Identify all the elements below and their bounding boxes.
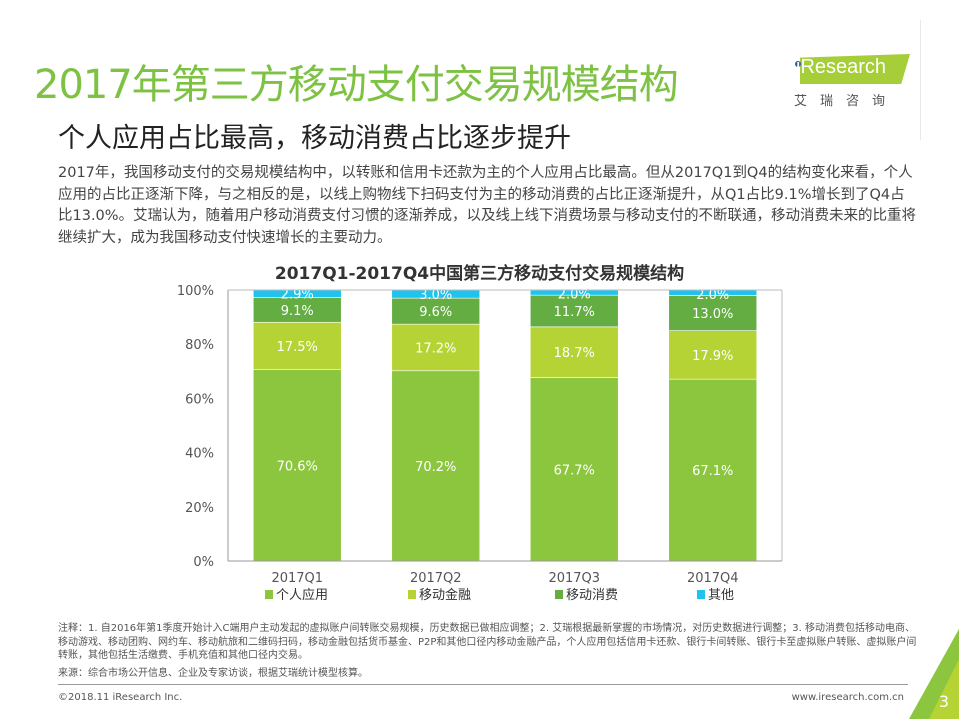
y-tick-label: 40% [185,447,214,462]
logo-word: iResearch [796,56,887,78]
bar-segment [529,377,619,562]
data-label: 2.0% [696,288,729,303]
data-label: 11.7% [554,305,595,320]
y-tick-label: 60% [185,392,214,407]
bar-segment [252,321,342,370]
logo-dot [795,61,801,67]
bar-segment [529,294,619,328]
copyright: ©2018.11 iResearch Inc. [58,692,183,703]
data-label: 2.9% [281,288,314,303]
footer-divider [58,684,908,685]
data-label: 9.6% [419,305,452,320]
legend-label: 移动消费 [566,588,618,603]
x-tick-label: 2017Q2 [410,571,462,586]
data-label: 70.6% [277,459,318,474]
iresearch-logo: iResearch 艾瑞咨询 [792,50,912,110]
legend-label: 移动金融 [419,587,471,603]
legend-label: 其他 [708,588,734,603]
data-label: 17.2% [415,341,456,356]
x-tick-label: 2017Q3 [548,571,600,586]
y-tick-label: 20% [185,501,214,516]
chart-title: 2017Q1-2017Q4中国第三方移动支付交易规模结构 [274,264,685,284]
data-label: 18.7% [554,346,595,361]
y-tick-label: 0% [193,555,214,570]
data-label: 70.2% [415,460,456,475]
legend-swatch [697,590,705,599]
data-label: 67.1% [692,464,733,479]
legend-swatch [555,590,563,599]
data-label: 13.0% [692,307,733,322]
y-tick-label: 100% [177,284,214,299]
summary-paragraph: 2017年，我国移动支付的交易规模结构中，以转账和信用卡还款为主的个人应用占比最… [58,165,917,246]
data-label: 3.0% [419,288,452,303]
legend-swatch [408,590,416,599]
x-tick-label: 2017Q4 [687,571,739,586]
bar-segment [391,370,481,562]
logo-band [800,54,910,84]
bar-segment [668,330,758,380]
divider [920,20,921,140]
page-subtitle: 个人应用占比最高，移动消费占比逐步提升 [58,123,571,154]
bar-segment [391,323,481,372]
bar-segment [252,369,342,562]
bar-segment [391,297,481,325]
legend-label: 个人应用 [276,587,328,603]
bar-segment [529,326,619,378]
bar-segment [252,297,342,323]
website-link[interactable]: www.iresearch.com.cn [791,692,904,703]
data-label: 17.9% [692,349,733,364]
data-label: 67.7% [554,463,595,478]
page-title: 2017年第三方移动支付交易规模结构 [34,62,679,108]
footnotes: 注释：1. 自2016年第1季度开始计入C端用户主动发起的虚拟账户间转账交易规模… [58,623,917,661]
page-number: 3 [938,692,949,711]
data-label: 9.1% [281,304,314,319]
x-tick-label: 2017Q1 [271,571,323,586]
y-tick-label: 80% [185,338,214,353]
bar-segment [668,295,758,331]
source-note: 来源：综合市场公开信息、企业及专家访谈，根据艾瑞统计模型核算。 [58,668,368,679]
corner-decoration [909,629,959,719]
logo-cn: 艾瑞咨询 [794,94,899,109]
data-label: 17.5% [277,340,318,355]
data-label: 2.0% [558,288,591,303]
legend-swatch [265,590,273,599]
